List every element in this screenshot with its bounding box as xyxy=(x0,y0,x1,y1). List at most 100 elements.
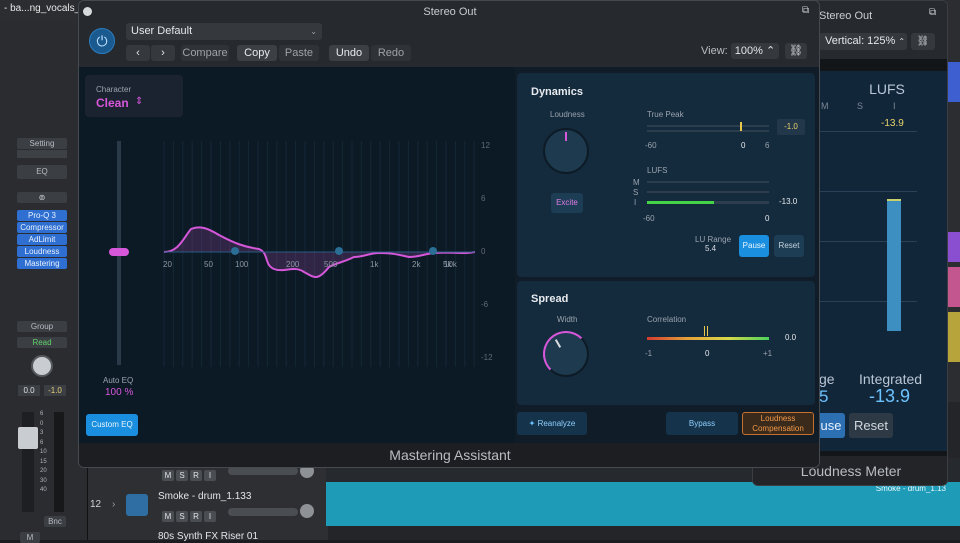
group-button[interactable]: Group xyxy=(17,321,67,332)
automation-read-button[interactable]: Read xyxy=(17,337,67,348)
reset-button[interactable]: Reset xyxy=(849,413,893,438)
excite-button[interactable]: Excite xyxy=(551,193,583,213)
chevron-down-icon: ⌄ xyxy=(310,27,317,36)
region-block[interactable] xyxy=(946,312,960,362)
mute-toggle[interactable]: M xyxy=(162,470,174,481)
eq-band-handle-low[interactable] xyxy=(231,247,239,255)
link-icon[interactable]: ⊚ xyxy=(17,192,67,203)
input-toggle[interactable]: I xyxy=(204,470,216,481)
dynamics-panel: Dynamics Loudness Excite True Peak -60 0… xyxy=(517,73,815,277)
lufs-label: LUFS xyxy=(647,166,668,175)
setting-slot[interactable] xyxy=(17,150,67,158)
solo-toggle[interactable]: S xyxy=(176,511,188,522)
link-icon[interactable]: ⛓ xyxy=(785,43,807,59)
loudness-compensation-button[interactable]: Loudness Compensation xyxy=(742,412,814,435)
integrated-peak-readout: -13.9 xyxy=(881,118,904,129)
volume-fader-cap[interactable] xyxy=(18,427,38,449)
pan-knob[interactable] xyxy=(300,504,314,518)
track-title: - ba...ng_vocals_1 xyxy=(4,3,86,14)
lu-range-value: 5 xyxy=(819,387,829,406)
bypass-button[interactable]: Bypass xyxy=(666,412,738,435)
copy-button[interactable]: Copy xyxy=(237,45,277,61)
solo-toggle[interactable]: S xyxy=(176,470,188,481)
picture-in-picture-icon[interactable]: ⧉ xyxy=(802,5,810,16)
channel-m: M xyxy=(821,101,829,111)
pause-button[interactable]: Pause xyxy=(739,235,769,257)
previous-preset-button[interactable]: ‹ xyxy=(126,45,150,61)
power-icon[interactable]: ⏻ xyxy=(89,28,115,54)
preset-select[interactable]: User Default ⌄ xyxy=(126,23,322,40)
disclosure-chevron-icon[interactable]: › xyxy=(112,499,116,510)
auto-eq-value: 100 % xyxy=(105,387,134,398)
track-name[interactable]: 80s Synth FX Riser 01 xyxy=(158,531,259,542)
eq-frequency-label: 1k xyxy=(370,260,379,269)
reanalyze-button[interactable]: ✦ Reanalyze xyxy=(517,412,587,435)
plugin-header: Stereo Out ⧉ ⏻ User Default ⌄ ‹ › Compare… xyxy=(79,1,819,67)
character-selector[interactable]: Character Clean ⇕ xyxy=(85,75,183,117)
true-peak-label: True Peak xyxy=(647,110,684,119)
picture-in-picture-icon[interactable]: ⧉ xyxy=(929,7,937,18)
updown-chevron-icon: ⇕ xyxy=(135,96,144,107)
undo-button[interactable]: Undo xyxy=(329,45,369,61)
region-block[interactable] xyxy=(946,267,960,307)
setting-button[interactable]: Setting xyxy=(17,138,67,149)
link-icon[interactable]: ⛓ xyxy=(911,33,935,50)
custom-eq-button[interactable]: Custom EQ xyxy=(86,414,138,436)
region-block[interactable] xyxy=(946,62,960,102)
width-knob[interactable] xyxy=(543,331,589,377)
volume-slider[interactable] xyxy=(228,508,298,516)
loudness-knob[interactable] xyxy=(543,128,589,174)
eq-band-handle-mid[interactable] xyxy=(335,247,343,255)
input-toggle[interactable]: I xyxy=(204,511,216,522)
channel-i: I xyxy=(893,101,896,111)
redo-button[interactable]: Redo xyxy=(371,45,411,61)
record-toggle[interactable]: R xyxy=(190,511,202,522)
fader-scale-tick: 30 xyxy=(40,477,47,484)
track-name[interactable]: Smoke - drum_1.133 xyxy=(158,491,252,502)
integrated-label: Integrated xyxy=(859,371,923,387)
lufs-meter-s xyxy=(647,191,769,193)
integrated-meter-bar xyxy=(887,199,901,331)
vertical-zoom-value: Vertical: 125% xyxy=(825,35,896,47)
eq-frequency-label: 10k xyxy=(444,260,458,269)
character-label: Character xyxy=(96,85,132,94)
auto-eq-slider-handle[interactable] xyxy=(109,248,129,256)
eq-band-handle-high[interactable] xyxy=(429,247,437,255)
lu-range-label: ge xyxy=(819,371,835,387)
reset-button[interactable]: Reset xyxy=(774,235,804,257)
bounce-button[interactable]: Bnc xyxy=(44,516,66,527)
view-zoom-select[interactable]: 100% ⌃ xyxy=(731,43,779,59)
spread-panel: Spread Width Correlation -1 0 +1 0.0 xyxy=(517,281,815,405)
plugin-slot-5[interactable]: Mastering xyxy=(17,258,67,269)
compare-button[interactable]: Compare xyxy=(181,45,229,61)
fader-scale-tick: 20 xyxy=(40,468,47,474)
audio-region[interactable]: Smoke - drum_1.13 xyxy=(326,482,960,526)
width-knob-indicator xyxy=(554,339,562,348)
pan-knob[interactable] xyxy=(31,355,53,377)
correlation-value: 0.0 xyxy=(785,333,797,342)
right-edge-regions xyxy=(944,22,960,402)
pause-button[interactable]: use xyxy=(817,413,845,438)
plugin-slot-1[interactable]: Pro-Q 3 xyxy=(17,210,67,221)
eq-button[interactable]: EQ xyxy=(17,165,67,179)
plugin-slot-4[interactable]: Loudness xyxy=(17,246,67,257)
mute-button[interactable]: M xyxy=(20,532,40,543)
preset-value: User Default xyxy=(131,25,193,37)
eq-db-label: 12 xyxy=(481,141,490,150)
lufs-channel-m: M xyxy=(633,178,640,187)
vertical-zoom-select[interactable]: Vertical: 125% ⌃ xyxy=(819,33,907,50)
region-block[interactable] xyxy=(946,232,960,262)
true-peak-marker xyxy=(740,122,742,131)
plugin-slot-2[interactable]: Compressor xyxy=(17,222,67,233)
next-preset-button[interactable]: › xyxy=(151,45,175,61)
record-toggle[interactable]: R xyxy=(190,470,202,481)
plugin-slot-3[interactable]: AdLimit xyxy=(17,234,67,245)
volume-slider[interactable] xyxy=(228,467,298,475)
close-window-icon[interactable] xyxy=(83,7,92,16)
eq-frequency-label: 100 xyxy=(235,260,249,269)
mute-toggle[interactable]: M xyxy=(162,511,174,522)
lufs-channel-i: I xyxy=(634,198,637,207)
paste-button[interactable]: Paste xyxy=(279,45,319,61)
